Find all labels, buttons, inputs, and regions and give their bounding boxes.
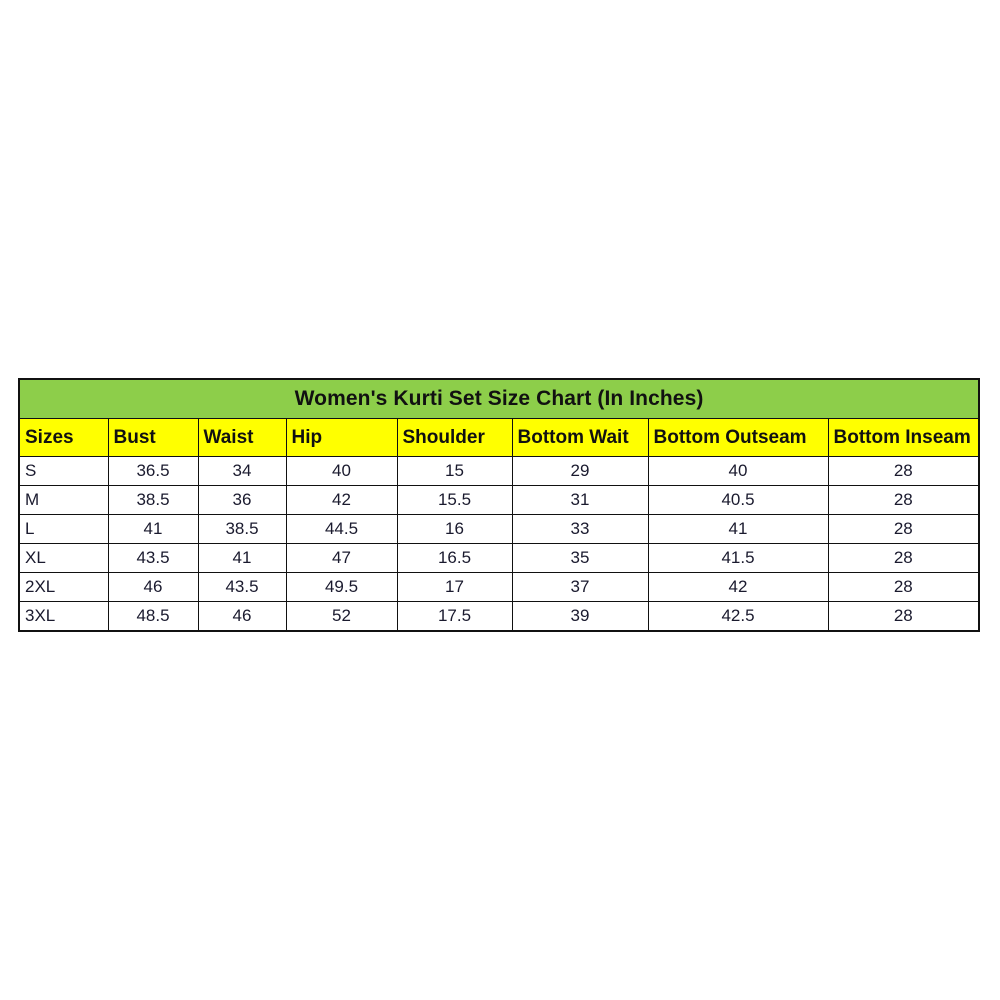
cell-bottom-wait: 33 <box>511 514 649 544</box>
cell-bust: 43.5 <box>107 543 199 573</box>
cell-bottom-inseam: 28 <box>827 514 980 544</box>
table-row: 2XL 46 43.5 49.5 17 37 42 28 <box>18 572 980 602</box>
table-row: S 36.5 34 40 15 29 40 28 <box>18 456 980 486</box>
cell-bottom-outseam: 40 <box>647 456 829 486</box>
cell-shoulder: 15.5 <box>396 485 513 515</box>
column-header-shoulder: Shoulder <box>396 418 513 457</box>
cell-hip: 49.5 <box>285 572 398 602</box>
table-row: L 41 38.5 44.5 16 33 41 28 <box>18 514 980 544</box>
size-chart-table: Women's Kurti Set Size Chart (In Inches)… <box>18 378 981 632</box>
column-header-sizes: Sizes <box>18 418 109 457</box>
cell-hip: 52 <box>285 601 398 632</box>
cell-bottom-outseam: 41.5 <box>647 543 829 573</box>
cell-shoulder: 17 <box>396 572 513 602</box>
cell-waist: 41 <box>197 543 287 573</box>
cell-bottom-outseam: 40.5 <box>647 485 829 515</box>
cell-bust: 36.5 <box>107 456 199 486</box>
cell-bottom-inseam: 28 <box>827 456 980 486</box>
cell-size: 3XL <box>18 601 109 632</box>
cell-bottom-inseam: 28 <box>827 485 980 515</box>
cell-bottom-outseam: 42 <box>647 572 829 602</box>
cell-bottom-outseam: 42.5 <box>647 601 829 632</box>
column-header-bottom-outseam: Bottom Outseam <box>647 418 829 457</box>
cell-bust: 46 <box>107 572 199 602</box>
table-row: 3XL 48.5 46 52 17.5 39 42.5 28 <box>18 601 980 632</box>
column-header-bust: Bust <box>107 418 199 457</box>
cell-waist: 36 <box>197 485 287 515</box>
cell-bust: 41 <box>107 514 199 544</box>
cell-bottom-inseam: 28 <box>827 543 980 573</box>
chart-title: Women's Kurti Set Size Chart (In Inches) <box>18 378 980 419</box>
cell-waist: 43.5 <box>197 572 287 602</box>
chart-title-row: Women's Kurti Set Size Chart (In Inches) <box>18 378 980 419</box>
cell-waist: 38.5 <box>197 514 287 544</box>
cell-bottom-outseam: 41 <box>647 514 829 544</box>
cell-hip: 42 <box>285 485 398 515</box>
column-header-waist: Waist <box>197 418 287 457</box>
column-header-hip: Hip <box>285 418 398 457</box>
cell-bottom-inseam: 28 <box>827 572 980 602</box>
cell-size: 2XL <box>18 572 109 602</box>
cell-shoulder: 16.5 <box>396 543 513 573</box>
cell-size: S <box>18 456 109 486</box>
cell-waist: 34 <box>197 456 287 486</box>
cell-bottom-inseam: 28 <box>827 601 980 632</box>
cell-shoulder: 16 <box>396 514 513 544</box>
cell-bust: 38.5 <box>107 485 199 515</box>
cell-bottom-wait: 31 <box>511 485 649 515</box>
cell-bottom-wait: 39 <box>511 601 649 632</box>
cell-bust: 48.5 <box>107 601 199 632</box>
cell-hip: 44.5 <box>285 514 398 544</box>
cell-waist: 46 <box>197 601 287 632</box>
size-chart-body: Women's Kurti Set Size Chart (In Inches)… <box>18 378 980 632</box>
column-header-bottom-wait: Bottom Wait <box>511 418 649 457</box>
table-row: XL 43.5 41 47 16.5 35 41.5 28 <box>18 543 980 573</box>
cell-size: L <box>18 514 109 544</box>
size-chart-container: Women's Kurti Set Size Chart (In Inches)… <box>18 378 981 632</box>
cell-size: M <box>18 485 109 515</box>
column-header-row: Sizes Bust Waist Hip Shoulder Bottom Wai… <box>18 418 980 457</box>
cell-shoulder: 15 <box>396 456 513 486</box>
cell-hip: 40 <box>285 456 398 486</box>
cell-bottom-wait: 29 <box>511 456 649 486</box>
cell-bottom-wait: 35 <box>511 543 649 573</box>
cell-shoulder: 17.5 <box>396 601 513 632</box>
table-row: M 38.5 36 42 15.5 31 40.5 28 <box>18 485 980 515</box>
column-header-bottom-inseam: Bottom Inseam <box>827 418 980 457</box>
cell-hip: 47 <box>285 543 398 573</box>
cell-size: XL <box>18 543 109 573</box>
cell-bottom-wait: 37 <box>511 572 649 602</box>
